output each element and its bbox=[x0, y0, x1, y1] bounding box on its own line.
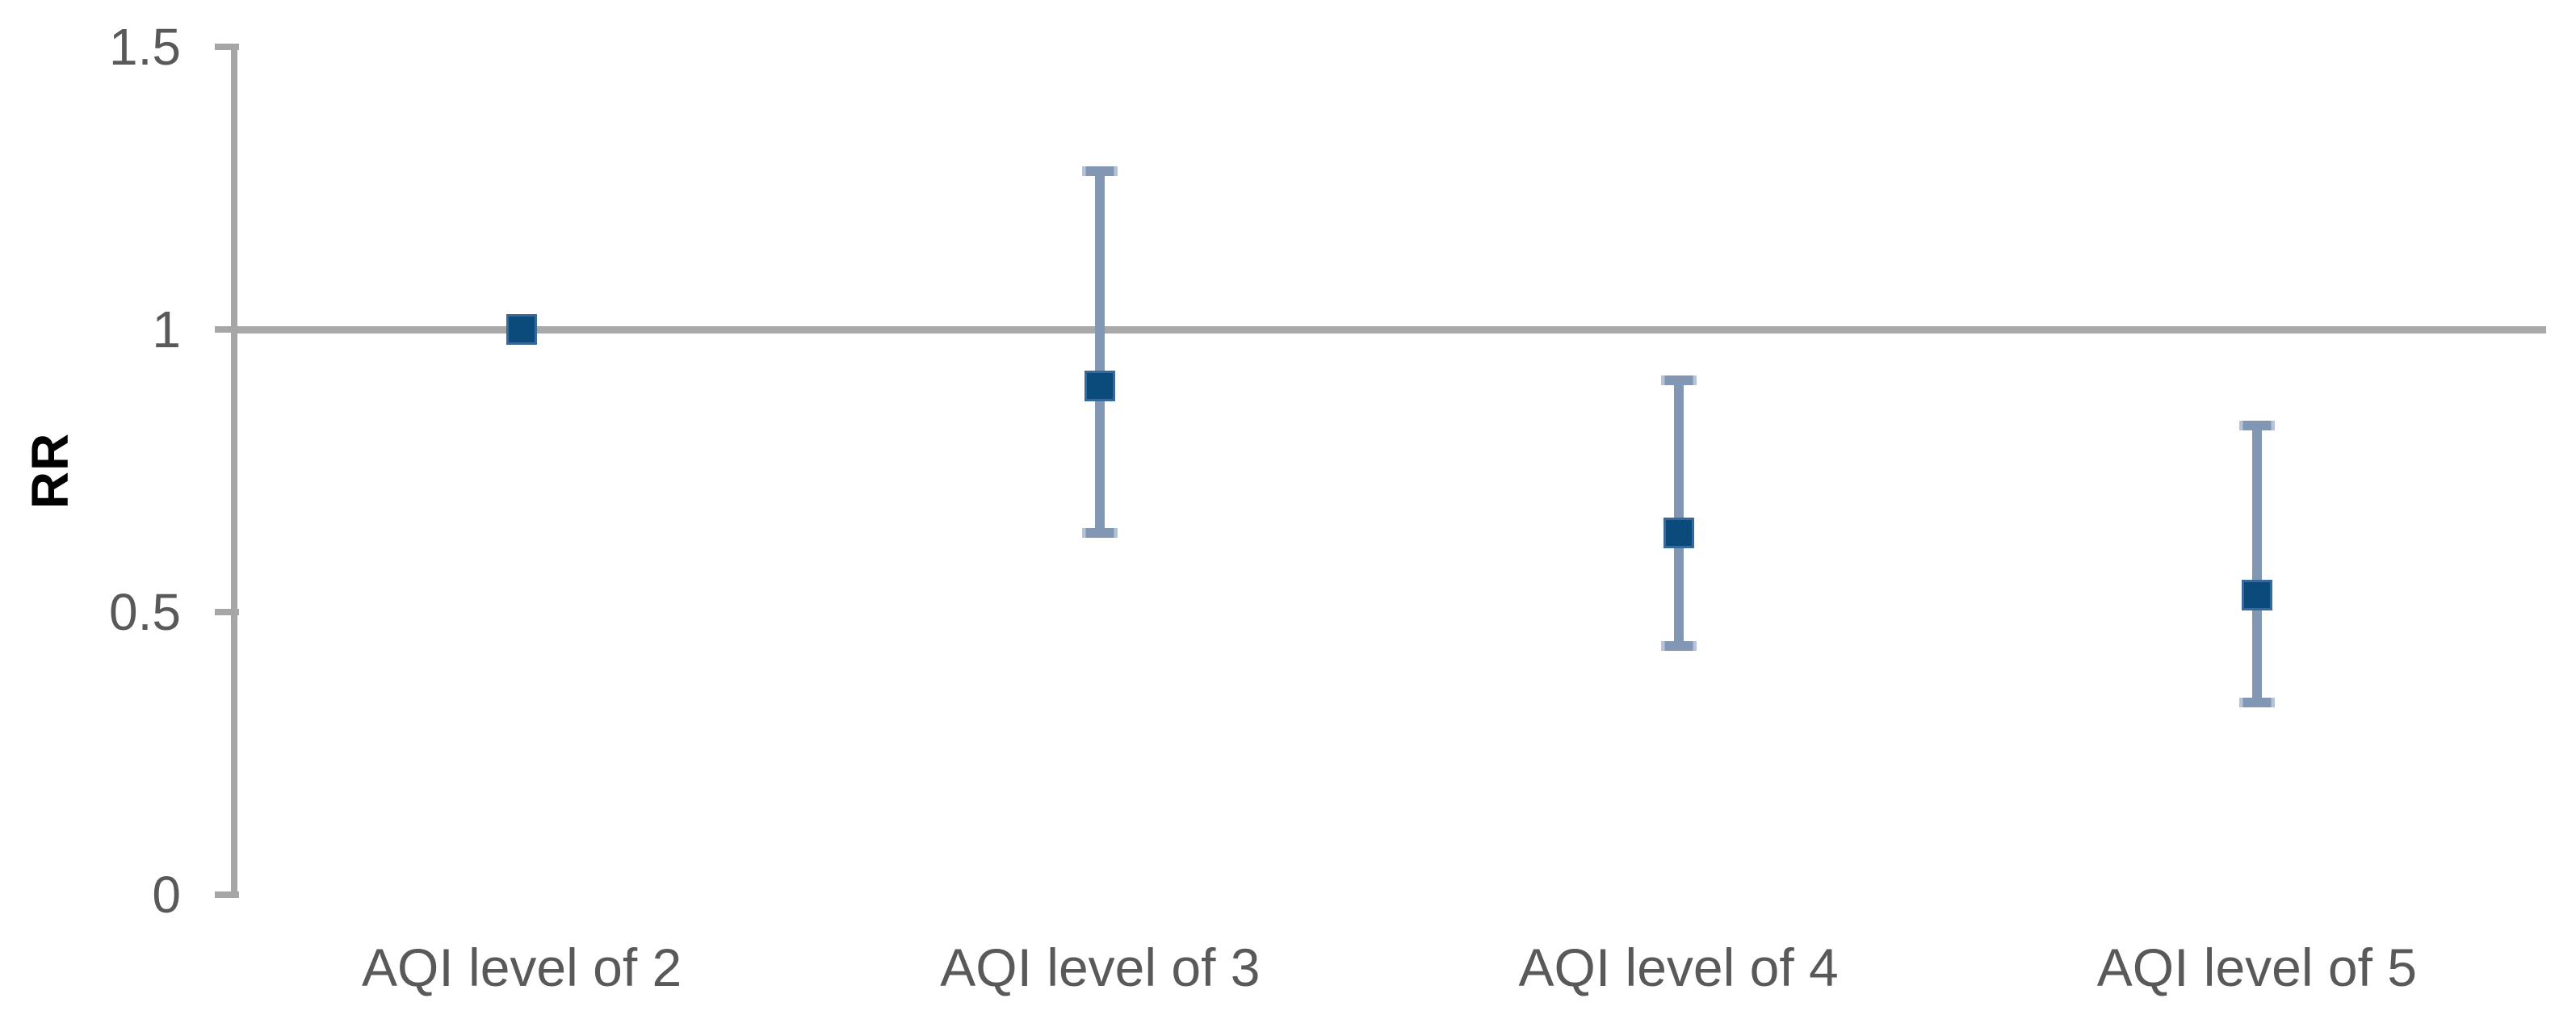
y-axis-tick-label: 0.5 bbox=[109, 583, 181, 641]
error-bar-cap-lower bbox=[1082, 528, 1118, 538]
x-axis-category-label: AQI level of 3 bbox=[940, 937, 1261, 997]
y-axis-title: RR bbox=[21, 432, 79, 510]
data-point-marker bbox=[1085, 371, 1116, 401]
error-bar-cap-lower bbox=[1660, 641, 1697, 651]
reference-gridline-rr-1 bbox=[233, 326, 2546, 333]
y-axis-tick bbox=[215, 891, 239, 898]
error-bar-line bbox=[2251, 426, 2262, 703]
y-axis-tick-label: 1 bbox=[152, 300, 181, 359]
error-bar-cap-lower bbox=[2238, 698, 2275, 707]
data-point-marker bbox=[2241, 580, 2272, 610]
x-axis-category-label: AQI level of 2 bbox=[362, 937, 682, 997]
y-axis-tick bbox=[215, 609, 239, 615]
data-point-marker bbox=[1663, 518, 1694, 548]
x-axis-category-label: AQI level of 4 bbox=[1518, 937, 1839, 997]
error-bar-cap-upper bbox=[2238, 421, 2275, 430]
y-axis-tick-label: 1.5 bbox=[109, 18, 181, 76]
x-axis-category-label: AQI level of 5 bbox=[2096, 937, 2417, 997]
error-bar-cap-upper bbox=[1660, 375, 1697, 385]
y-axis-line bbox=[231, 44, 237, 898]
y-axis-tick bbox=[215, 44, 239, 50]
error-bar-line bbox=[1673, 380, 1684, 646]
error-bar-line bbox=[1095, 171, 1105, 533]
data-point-marker bbox=[506, 314, 538, 345]
y-axis-tick-label: 0 bbox=[152, 866, 181, 924]
y-axis-tick bbox=[215, 326, 239, 333]
error-bar-cap-upper bbox=[1082, 166, 1118, 176]
